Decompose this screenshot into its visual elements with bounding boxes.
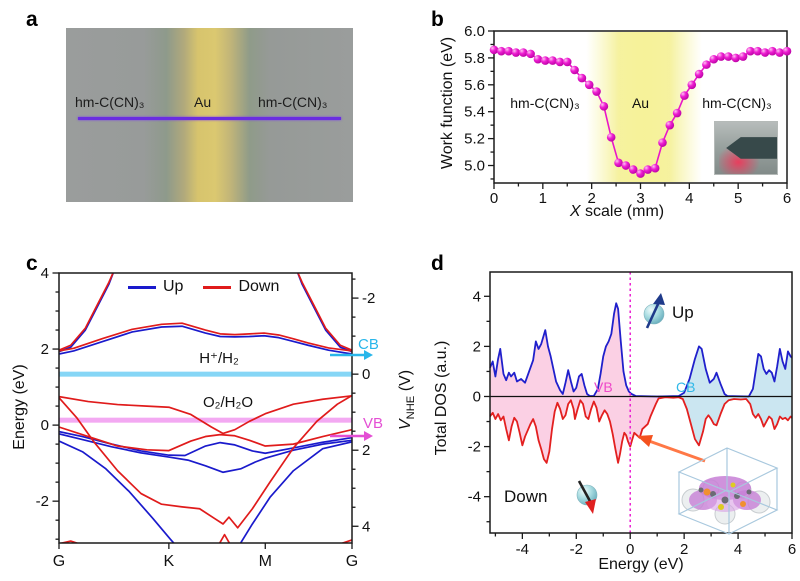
b-right-region-label: hm-C(CN)₃ — [702, 95, 772, 111]
panel-a-label: a — [26, 8, 38, 31]
svg-text:2: 2 — [680, 541, 688, 558]
b-left-region-label: hm-C(CN)₃ — [510, 95, 580, 111]
h2-level-label: H⁺/H₂ — [199, 350, 239, 367]
d-vb-label: VB — [594, 379, 613, 395]
panel-d-label: d — [431, 252, 444, 275]
down-line-swatch — [203, 285, 232, 289]
highlight-arrow-icon — [637, 435, 706, 463]
work-function-plot-area: 0 1 2 3 4 5 6 5.0 5.2 5.4 5.6 5.8 6.0 — [464, 23, 792, 207]
svg-text:5: 5 — [734, 190, 742, 207]
svg-text:2: 2 — [473, 338, 481, 355]
svg-text:2: 2 — [587, 190, 595, 207]
svg-text:2: 2 — [362, 442, 370, 459]
d-spin-up-label: Up — [672, 303, 694, 322]
svg-text:5.8: 5.8 — [464, 50, 485, 67]
d-x-axis-title: Energy (eV) — [598, 556, 684, 573]
svg-text:6: 6 — [788, 541, 796, 558]
svg-text:5.4: 5.4 — [464, 104, 485, 121]
linescan-line — [78, 117, 341, 120]
d-spin-down-label: Down — [504, 487, 548, 506]
c-y-axis-title: Energy (eV) — [11, 364, 28, 450]
svg-text:G: G — [53, 553, 65, 570]
svg-text:4: 4 — [473, 288, 481, 305]
b-y-axis-title: Work function (eV) — [439, 36, 456, 170]
svg-text:4: 4 — [362, 518, 370, 535]
vb-marker-label: VB — [363, 415, 384, 432]
c-axes: -2 0 2 4 -2 0 2 4 G K M G — [36, 265, 376, 570]
svg-text:6: 6 — [783, 190, 791, 207]
total-dos-chart: -4 -2 0 2 4 6 -4 -2 0 2 4 — [468, 271, 796, 558]
b-x-axis-title: X scale (mm) — [569, 203, 665, 220]
d-y-axis-title: Total DOS (a.u.) — [433, 340, 450, 456]
svg-text:-2: -2 — [570, 541, 583, 558]
svg-text:0: 0 — [473, 388, 481, 405]
svg-text:2: 2 — [41, 341, 49, 358]
svg-text:0: 0 — [626, 541, 634, 558]
o2-level-label: O₂/H₂O — [203, 394, 253, 411]
d-cb-label: CB — [676, 379, 696, 395]
c-right-axis-title: VNHE (V) — [396, 369, 418, 431]
d-axes: -4 -2 0 2 4 6 -4 -2 0 2 4 — [468, 271, 796, 558]
svg-text:0: 0 — [490, 190, 498, 207]
d-annotations — [576, 293, 779, 535]
svg-text:-4: -4 — [468, 489, 481, 506]
legend-up-label: Up — [163, 278, 184, 295]
legend-down-label: Down — [238, 278, 280, 295]
band-lines — [59, 273, 352, 543]
cb-arrow-icon — [330, 350, 373, 360]
redox-level-bands — [59, 371, 352, 423]
spin-legend: Up Down — [128, 278, 279, 296]
micrograph-image: hm-C(CN)₃ Au hm-C(CN)₃ — [66, 28, 353, 202]
cb-marker-label: CB — [358, 336, 379, 353]
svg-text:G: G — [346, 553, 358, 570]
legend-down: Down — [203, 278, 279, 296]
svg-text:5.0: 5.0 — [464, 158, 485, 175]
svg-text:4: 4 — [41, 265, 49, 282]
spin-up-icon — [643, 293, 665, 329]
svg-text:K: K — [164, 553, 175, 570]
probe-tip-icon — [726, 137, 777, 159]
svg-text:3: 3 — [636, 190, 644, 207]
svg-text:6.0: 6.0 — [464, 23, 485, 40]
svg-text:-2: -2 — [468, 439, 481, 456]
dos-curves — [489, 272, 793, 533]
svg-text:-4: -4 — [516, 541, 529, 558]
work-function-chart: 0 1 2 3 4 5 6 5.0 5.2 5.4 5.6 5.8 6.0 — [464, 23, 792, 207]
b-au-region-label: Au — [631, 95, 650, 111]
micrograph-right-region-label: hm-C(CN)₃ — [258, 94, 328, 110]
up-line-swatch — [128, 285, 156, 289]
spin-down-icon — [576, 480, 598, 514]
svg-text:5.6: 5.6 — [464, 77, 485, 94]
panel-c-label: c — [26, 252, 38, 275]
svg-text:4: 4 — [734, 541, 742, 558]
svg-text:1: 1 — [539, 190, 547, 207]
vb-arrow-icon — [330, 431, 373, 441]
micrograph-au-region-label: Au — [194, 94, 212, 110]
svg-text:0: 0 — [362, 366, 370, 383]
molecular-structure-inset — [677, 447, 779, 535]
svg-text:-2: -2 — [362, 290, 375, 307]
svg-text:4: 4 — [685, 190, 693, 207]
kelvin-probe-inset — [714, 121, 778, 175]
band-structure-chart: -2 0 2 4 -2 0 2 4 G K M G — [36, 265, 376, 570]
svg-text:0: 0 — [41, 417, 49, 434]
svg-text:M: M — [259, 553, 272, 570]
svg-text:5.2: 5.2 — [464, 131, 485, 148]
legend-up: Up — [128, 278, 183, 296]
micrograph-left-region-label: hm-C(CN)₃ — [75, 94, 145, 110]
svg-text:-2: -2 — [36, 493, 49, 510]
panel-b-label: b — [431, 8, 444, 31]
